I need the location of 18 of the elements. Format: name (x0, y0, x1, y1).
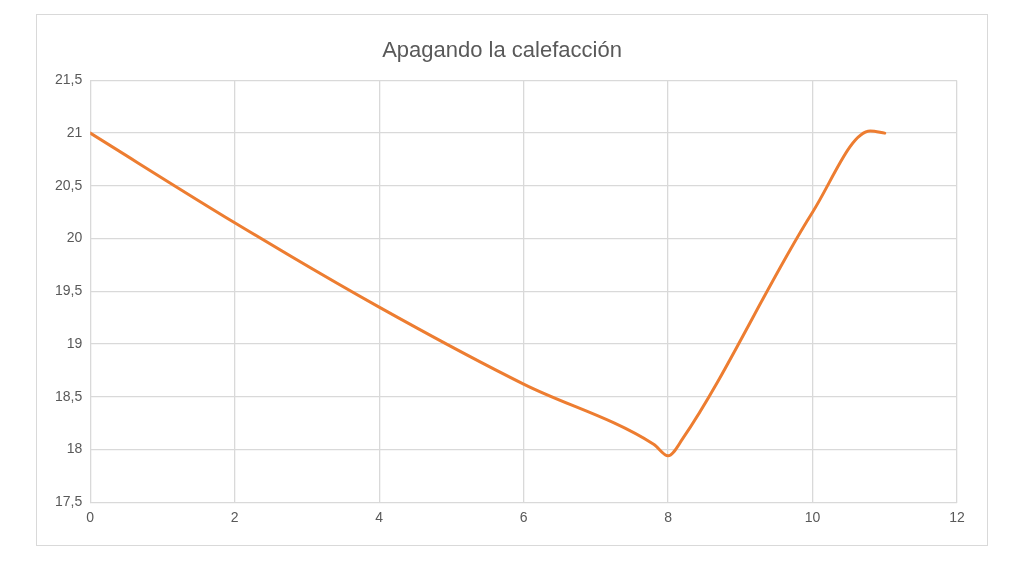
y-tick-label: 20,5 (55, 176, 83, 193)
x-tick-label: 2 (230, 509, 239, 526)
x-tick-label: 8 (664, 509, 673, 526)
y-tick-label: 21,5 (55, 71, 83, 88)
y-tick-label: 20 (66, 229, 83, 246)
x-tick-label: 6 (519, 509, 528, 526)
x-tick-label: 0 (86, 509, 95, 526)
y-tick-label: 19,5 (55, 282, 83, 299)
y-tick-label: 18 (66, 440, 83, 457)
y-tick-label: 21 (66, 123, 83, 140)
y-tick-label: 18,5 (55, 387, 83, 404)
y-tick-label: 19 (66, 334, 83, 351)
x-tick-label: 4 (375, 509, 384, 526)
x-tick-label: 10 (804, 509, 821, 526)
y-tick-label: 17,5 (55, 493, 83, 510)
chart-title: Apagando la calefacción (382, 37, 622, 63)
line-series (90, 129, 887, 458)
x-tick-label: 12 (949, 509, 965, 526)
